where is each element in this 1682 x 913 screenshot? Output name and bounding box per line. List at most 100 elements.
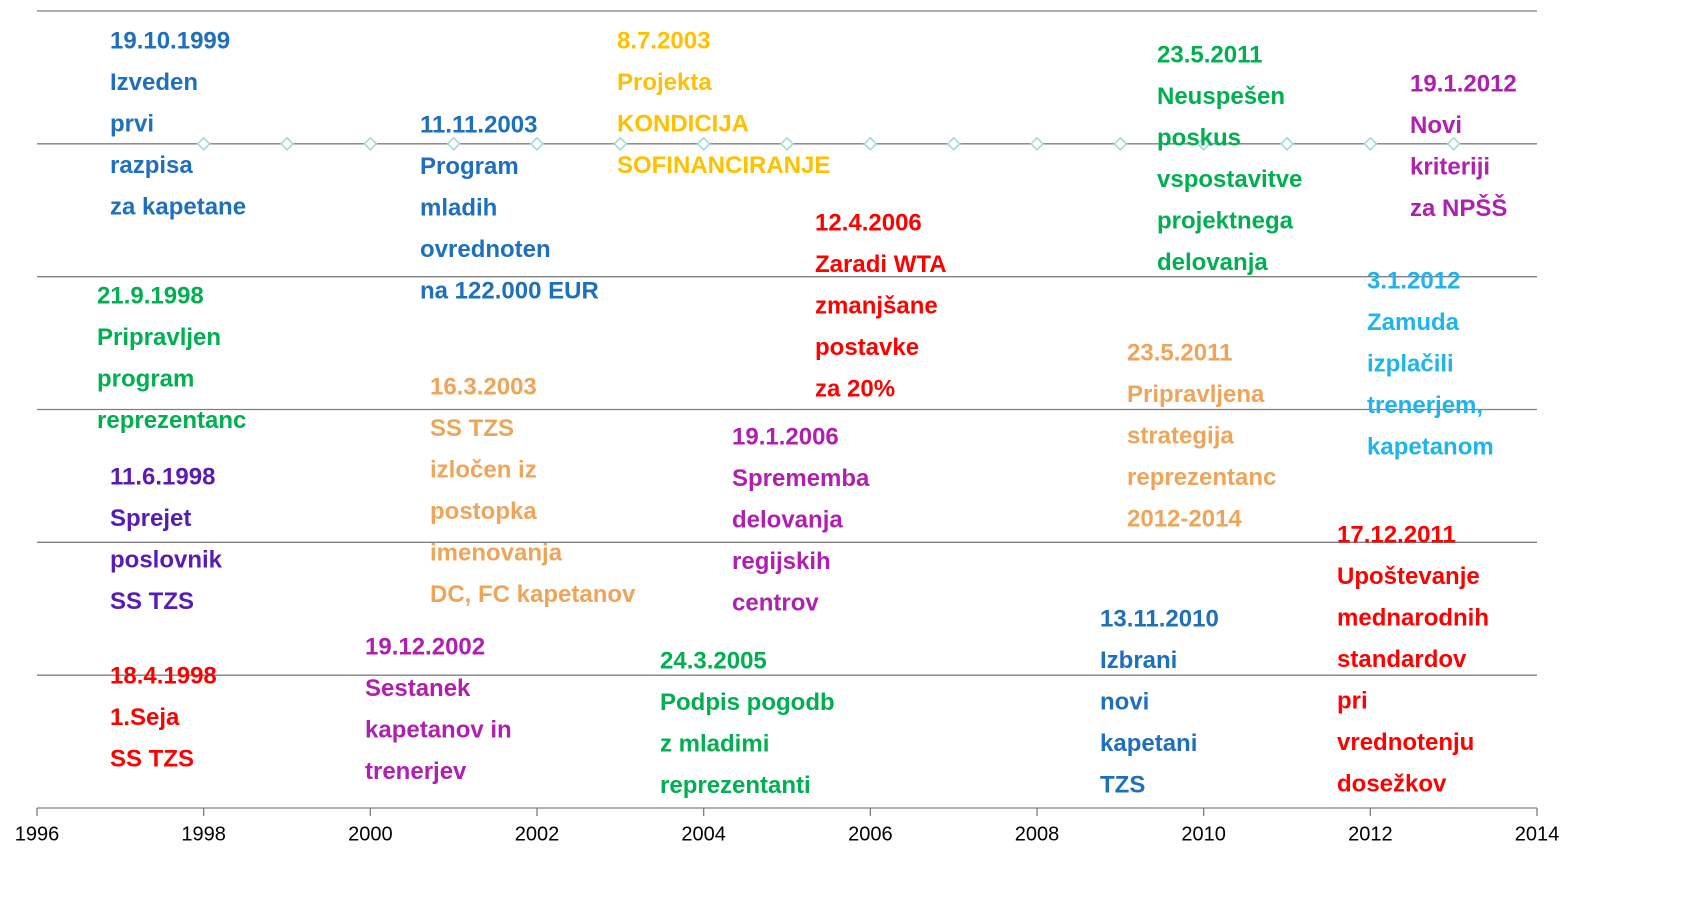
annotation: razpisa	[110, 152, 193, 179]
annotation: SOFINANCIRANJE	[617, 152, 830, 179]
marker	[196, 136, 211, 151]
annotation: 23.5.2011	[1157, 41, 1262, 68]
annotation: KONDICIJA	[617, 110, 749, 137]
annotation: kapetanov in	[365, 716, 512, 743]
annotation: projektnega	[1157, 207, 1294, 234]
annotation: 18.4.1998	[110, 662, 217, 689]
annotation: Izbrani	[1100, 647, 1177, 674]
annotation: poskus	[1157, 124, 1241, 151]
annotation: Projekta	[617, 69, 712, 96]
x-tick-label: 2006	[848, 823, 893, 845]
annotation: Upoštevanje	[1337, 563, 1480, 590]
marker	[529, 136, 545, 151]
annotation: za 20%	[815, 375, 895, 402]
annotation: dosežkov	[1337, 770, 1447, 797]
annotation: 16.3.2003	[430, 373, 537, 400]
annotation: z mladimi	[660, 730, 769, 757]
annotation: 19.1.2006	[732, 423, 839, 450]
marker	[363, 136, 378, 151]
annotation: novi	[1100, 688, 1149, 715]
annotation: 13.11.2010	[1100, 605, 1219, 632]
annotation: Novi	[1410, 112, 1462, 139]
annotation: trenerjem,	[1367, 392, 1483, 419]
annotation: 1.Seja	[110, 704, 180, 731]
annotation: vspostavitve	[1157, 166, 1302, 193]
annotation: program	[97, 365, 194, 392]
annotation: centrov	[732, 589, 819, 616]
annotation: za kapetane	[110, 193, 246, 220]
annotation: Pripravljen	[97, 324, 221, 351]
marker	[1279, 136, 1295, 151]
annotation: kriteriji	[1410, 153, 1490, 180]
annotation: 23.5.2011	[1127, 339, 1232, 366]
annotation: 11.6.1998	[110, 463, 215, 490]
annotation: izplačili	[1367, 350, 1454, 377]
x-tick-label: 1996	[15, 823, 60, 845]
x-tick-label: 2004	[681, 823, 726, 845]
marker	[696, 136, 711, 151]
x-tick-label: 2008	[1015, 823, 1060, 845]
x-tick-label: 2002	[515, 823, 560, 845]
annotation: 21.9.1998	[97, 282, 204, 309]
annotation: imenovanja	[430, 539, 563, 566]
annotation: za NPŠŠ	[1410, 194, 1507, 222]
annotation: vrednotenju	[1337, 729, 1474, 756]
annotation: kapetani	[1100, 730, 1197, 757]
annotation: pri	[1337, 687, 1368, 714]
marker	[1446, 136, 1461, 151]
annotation: 19.1.2012	[1410, 70, 1517, 97]
annotation: 17.12.2011	[1337, 521, 1456, 548]
annotation: SS TZS	[110, 745, 194, 772]
annotation: strategija	[1127, 422, 1234, 449]
annotation: zmanjšane	[815, 292, 938, 319]
x-tick-label: 2010	[1181, 823, 1226, 845]
annotation: Sestanek	[365, 675, 471, 702]
annotation: SS TZS	[430, 415, 514, 442]
annotation: TZS	[1100, 771, 1145, 798]
annotation: 24.3.2005	[660, 647, 767, 674]
annotation: izločen iz	[430, 456, 537, 483]
annotation: trenerjev	[365, 758, 467, 785]
annotation: postopka	[430, 498, 537, 525]
annotation: reprezentanc	[1127, 464, 1276, 491]
annotation: mednarodnih	[1337, 604, 1489, 631]
marker	[779, 136, 795, 151]
annotation: 12.4.2006	[815, 209, 922, 236]
marker	[863, 136, 878, 151]
annotation: Program	[420, 153, 519, 180]
annotation: delovanja	[1157, 249, 1268, 276]
annotation: Zaradi WTA	[815, 251, 947, 278]
annotation: 19.10.1999	[110, 27, 230, 54]
annotation: postavke	[815, 334, 919, 361]
annotation: mladih	[420, 194, 497, 221]
annotation: prvi	[110, 110, 154, 137]
annotation: Izveden	[110, 69, 198, 96]
marker	[1363, 136, 1378, 151]
annotation: reprezentanti	[660, 772, 811, 799]
marker	[946, 136, 961, 151]
marker	[613, 136, 628, 151]
annotation: Podpis pogodb	[660, 689, 835, 716]
annotation: na 122.000 EUR	[420, 277, 599, 304]
annotation: Sprememba	[732, 465, 870, 492]
annotation: Pripravljena	[1127, 381, 1265, 408]
annotation: 19.12.2002	[365, 633, 485, 660]
annotation: 3.1.2012	[1367, 267, 1460, 294]
marker	[1196, 136, 1211, 151]
x-tick-label: 2012	[1348, 823, 1393, 845]
annotation: reprezentanc	[97, 407, 246, 434]
annotation: DC, FC kapetanov	[430, 581, 636, 608]
marker	[1113, 136, 1128, 151]
annotation: regijskih	[732, 548, 831, 575]
annotation: Zamuda	[1367, 309, 1460, 336]
marker	[446, 136, 461, 151]
annotation: delovanja	[732, 506, 843, 533]
annotation: 2012-2014	[1127, 505, 1242, 532]
annotation: 8.7.2003	[617, 27, 710, 54]
annotation: Sprejet	[110, 505, 191, 532]
annotation: 11.11.2003	[420, 111, 537, 138]
annotation: Neuspešen	[1157, 83, 1285, 110]
x-tick-label: 2000	[348, 823, 393, 845]
annotation: poslovnik	[110, 546, 223, 573]
